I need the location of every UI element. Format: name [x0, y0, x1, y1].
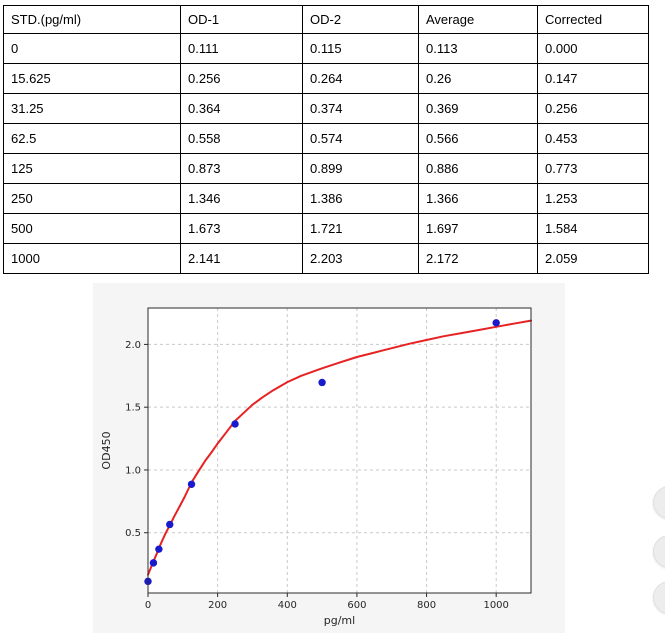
table-cell: 0.453: [537, 123, 649, 154]
x-axis-labels: 0 200 400 600 800 1000: [145, 600, 509, 611]
fit-curve-line: [147, 319, 532, 576]
table-cell: 250: [3, 183, 181, 214]
y-tick-label: 2.0: [125, 340, 141, 351]
column-header: Corrected: [537, 5, 649, 34]
table-cell: 1000: [3, 243, 181, 274]
column-header: STD.(pg/ml): [3, 5, 181, 34]
plot-border: [147, 307, 532, 594]
table-cell: 2.059: [537, 243, 649, 274]
table-cell: 0.374: [302, 93, 419, 124]
data-point: [231, 420, 239, 428]
y-axis-labels: 0.5 1.0 1.5 2.0: [125, 340, 141, 539]
table-cell: 0.899: [302, 153, 419, 184]
table-cell: 2.141: [180, 243, 303, 274]
table-cell: 0.113: [418, 33, 538, 64]
table-cell: 1.253: [537, 183, 649, 214]
table-cell: 0.111: [180, 33, 303, 64]
table-cell: 0.000: [537, 33, 649, 64]
x-axis-title: pg/ml: [324, 614, 355, 627]
table-row: 15.625 0.256 0.264 0.26 0.147: [3, 63, 649, 94]
table-row: 31.25 0.364 0.374 0.369 0.256: [3, 93, 649, 124]
x-tick-label: 200: [208, 600, 227, 611]
y-axis-title: OD450: [100, 431, 113, 469]
table-cell: 0.873: [180, 153, 303, 184]
y-tick-label: 1.5: [125, 403, 141, 414]
table-cell: 1.386: [302, 183, 419, 214]
data-point: [318, 378, 326, 387]
table-cell: 31.25: [3, 93, 181, 124]
y-tick-label: 1.0: [125, 465, 141, 476]
y-tick-label: 0.5: [125, 528, 141, 539]
column-header: OD-1: [180, 5, 303, 34]
table-cell: 0.256: [180, 63, 303, 94]
table-cell: 1.673: [180, 213, 303, 244]
table-row: 0 0.111 0.115 0.113 0.000: [3, 33, 649, 64]
data-point: [149, 559, 158, 567]
data-point: [187, 480, 196, 488]
x-tick-label: 1000: [483, 600, 508, 611]
table-row: 125 0.873 0.899 0.886 0.773: [3, 153, 649, 184]
standard-curve-figure: 0 200 400 600 800 1000 0.5 1.0 1.5 2.0 pg/ml OD450: [93, 283, 565, 633]
table-cell: 0.364: [180, 93, 303, 124]
table-cell: 62.5: [3, 123, 181, 154]
table-cell: 0.147: [537, 63, 649, 94]
table-cell: 0.558: [180, 123, 303, 154]
table-cell: 0.886: [418, 153, 538, 184]
table-cell: 500: [3, 213, 181, 244]
table-row: 62.5 0.558 0.574 0.566 0.453: [3, 123, 649, 154]
table-cell: 0: [3, 33, 181, 64]
x-tick-label: 800: [417, 600, 436, 611]
table-cell: 15.625: [3, 63, 181, 94]
x-tick-label: 600: [347, 600, 366, 611]
data-points: [144, 319, 500, 586]
data-point: [155, 545, 163, 553]
x-tick-label: 400: [278, 600, 297, 611]
table-cell: 0.773: [537, 153, 649, 184]
table-cell: 2.203: [302, 243, 419, 274]
table-cell: 1.584: [537, 213, 649, 244]
standard-curve-chart: 0 200 400 600 800 1000 0.5 1.0 1.5 2.0 pg/ml OD450: [100, 307, 532, 627]
table-cell: 1.346: [180, 183, 303, 214]
edge-button-1[interactable]: [653, 486, 665, 519]
table-row: 250 1.346 1.386 1.366 1.253: [3, 183, 649, 214]
gridlines: [148, 308, 531, 593]
table-row: 500 1.673 1.721 1.697 1.584: [3, 213, 649, 244]
data-point: [166, 520, 174, 529]
x-tick-label: 0: [145, 600, 151, 611]
table-cell: 1.366: [418, 183, 538, 214]
x-axis-ticks: [147, 593, 497, 597]
edge-button-3[interactable]: [653, 581, 665, 614]
plot-area: [148, 308, 531, 593]
table-cell: 0.369: [418, 93, 538, 124]
table-cell: 0.26: [418, 63, 538, 94]
y-axis-ticks: [144, 343, 148, 534]
table-header-row: STD.(pg/ml) OD-1 OD-2 Average Corrected: [3, 5, 649, 34]
table-cell: 0.264: [302, 63, 419, 94]
table-cell: 125: [3, 153, 181, 184]
table-cell: 0.574: [302, 123, 419, 154]
table-cell: 1.721: [302, 213, 419, 244]
column-header: Average: [418, 5, 538, 34]
table-cell: 0.256: [537, 93, 649, 124]
standards-table: STD.(pg/ml) OD-1 OD-2 Average Corrected 0 0.1…: [3, 5, 649, 274]
edge-button-2[interactable]: [653, 535, 665, 568]
data-point: [492, 319, 500, 327]
table-cell: 0.115: [302, 33, 419, 64]
table-cell: 2.172: [418, 243, 538, 274]
table-row: 1000 2.141 2.203 2.172 2.059: [3, 243, 649, 274]
table-cell: 1.697: [418, 213, 538, 244]
table-cell: 0.566: [418, 123, 538, 154]
column-header: OD-2: [302, 5, 419, 34]
